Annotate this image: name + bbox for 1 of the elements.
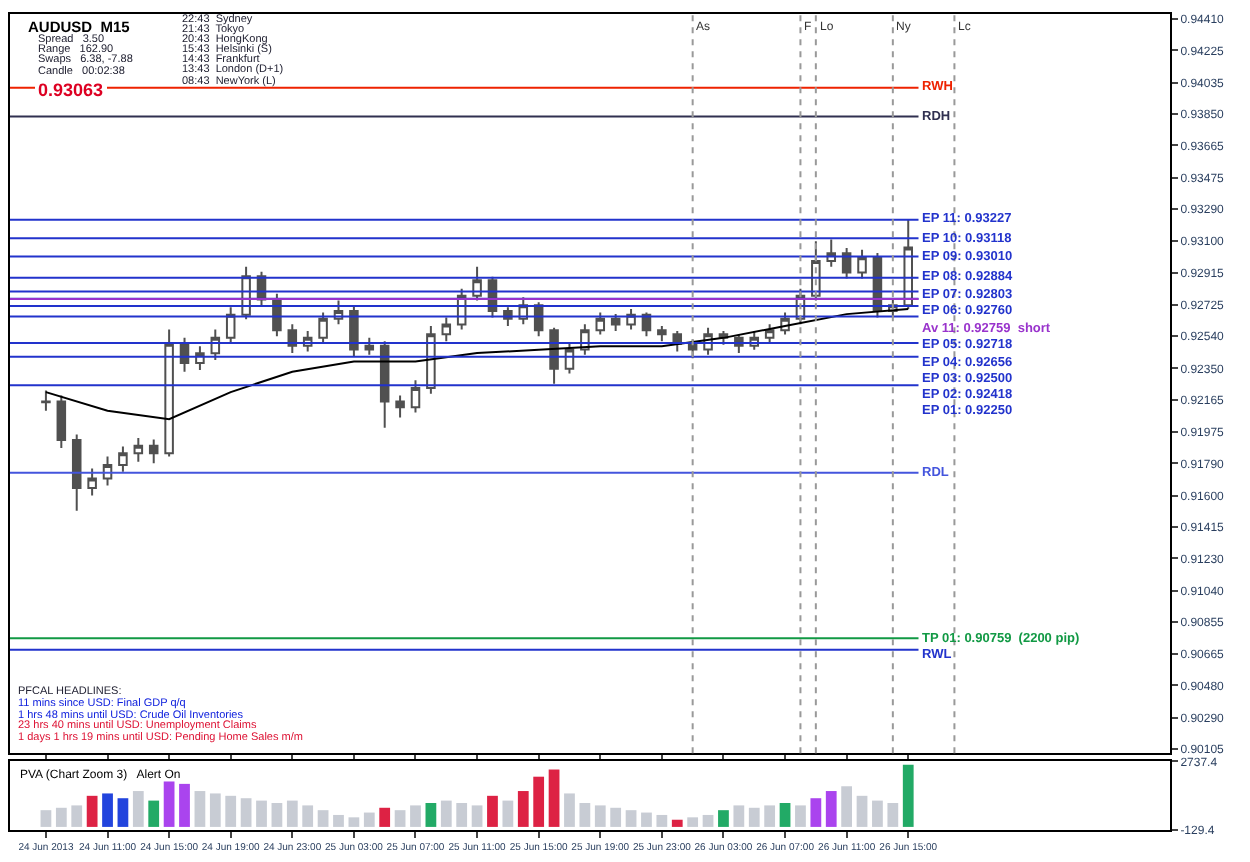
annotation: 0.93063	[38, 80, 104, 100]
